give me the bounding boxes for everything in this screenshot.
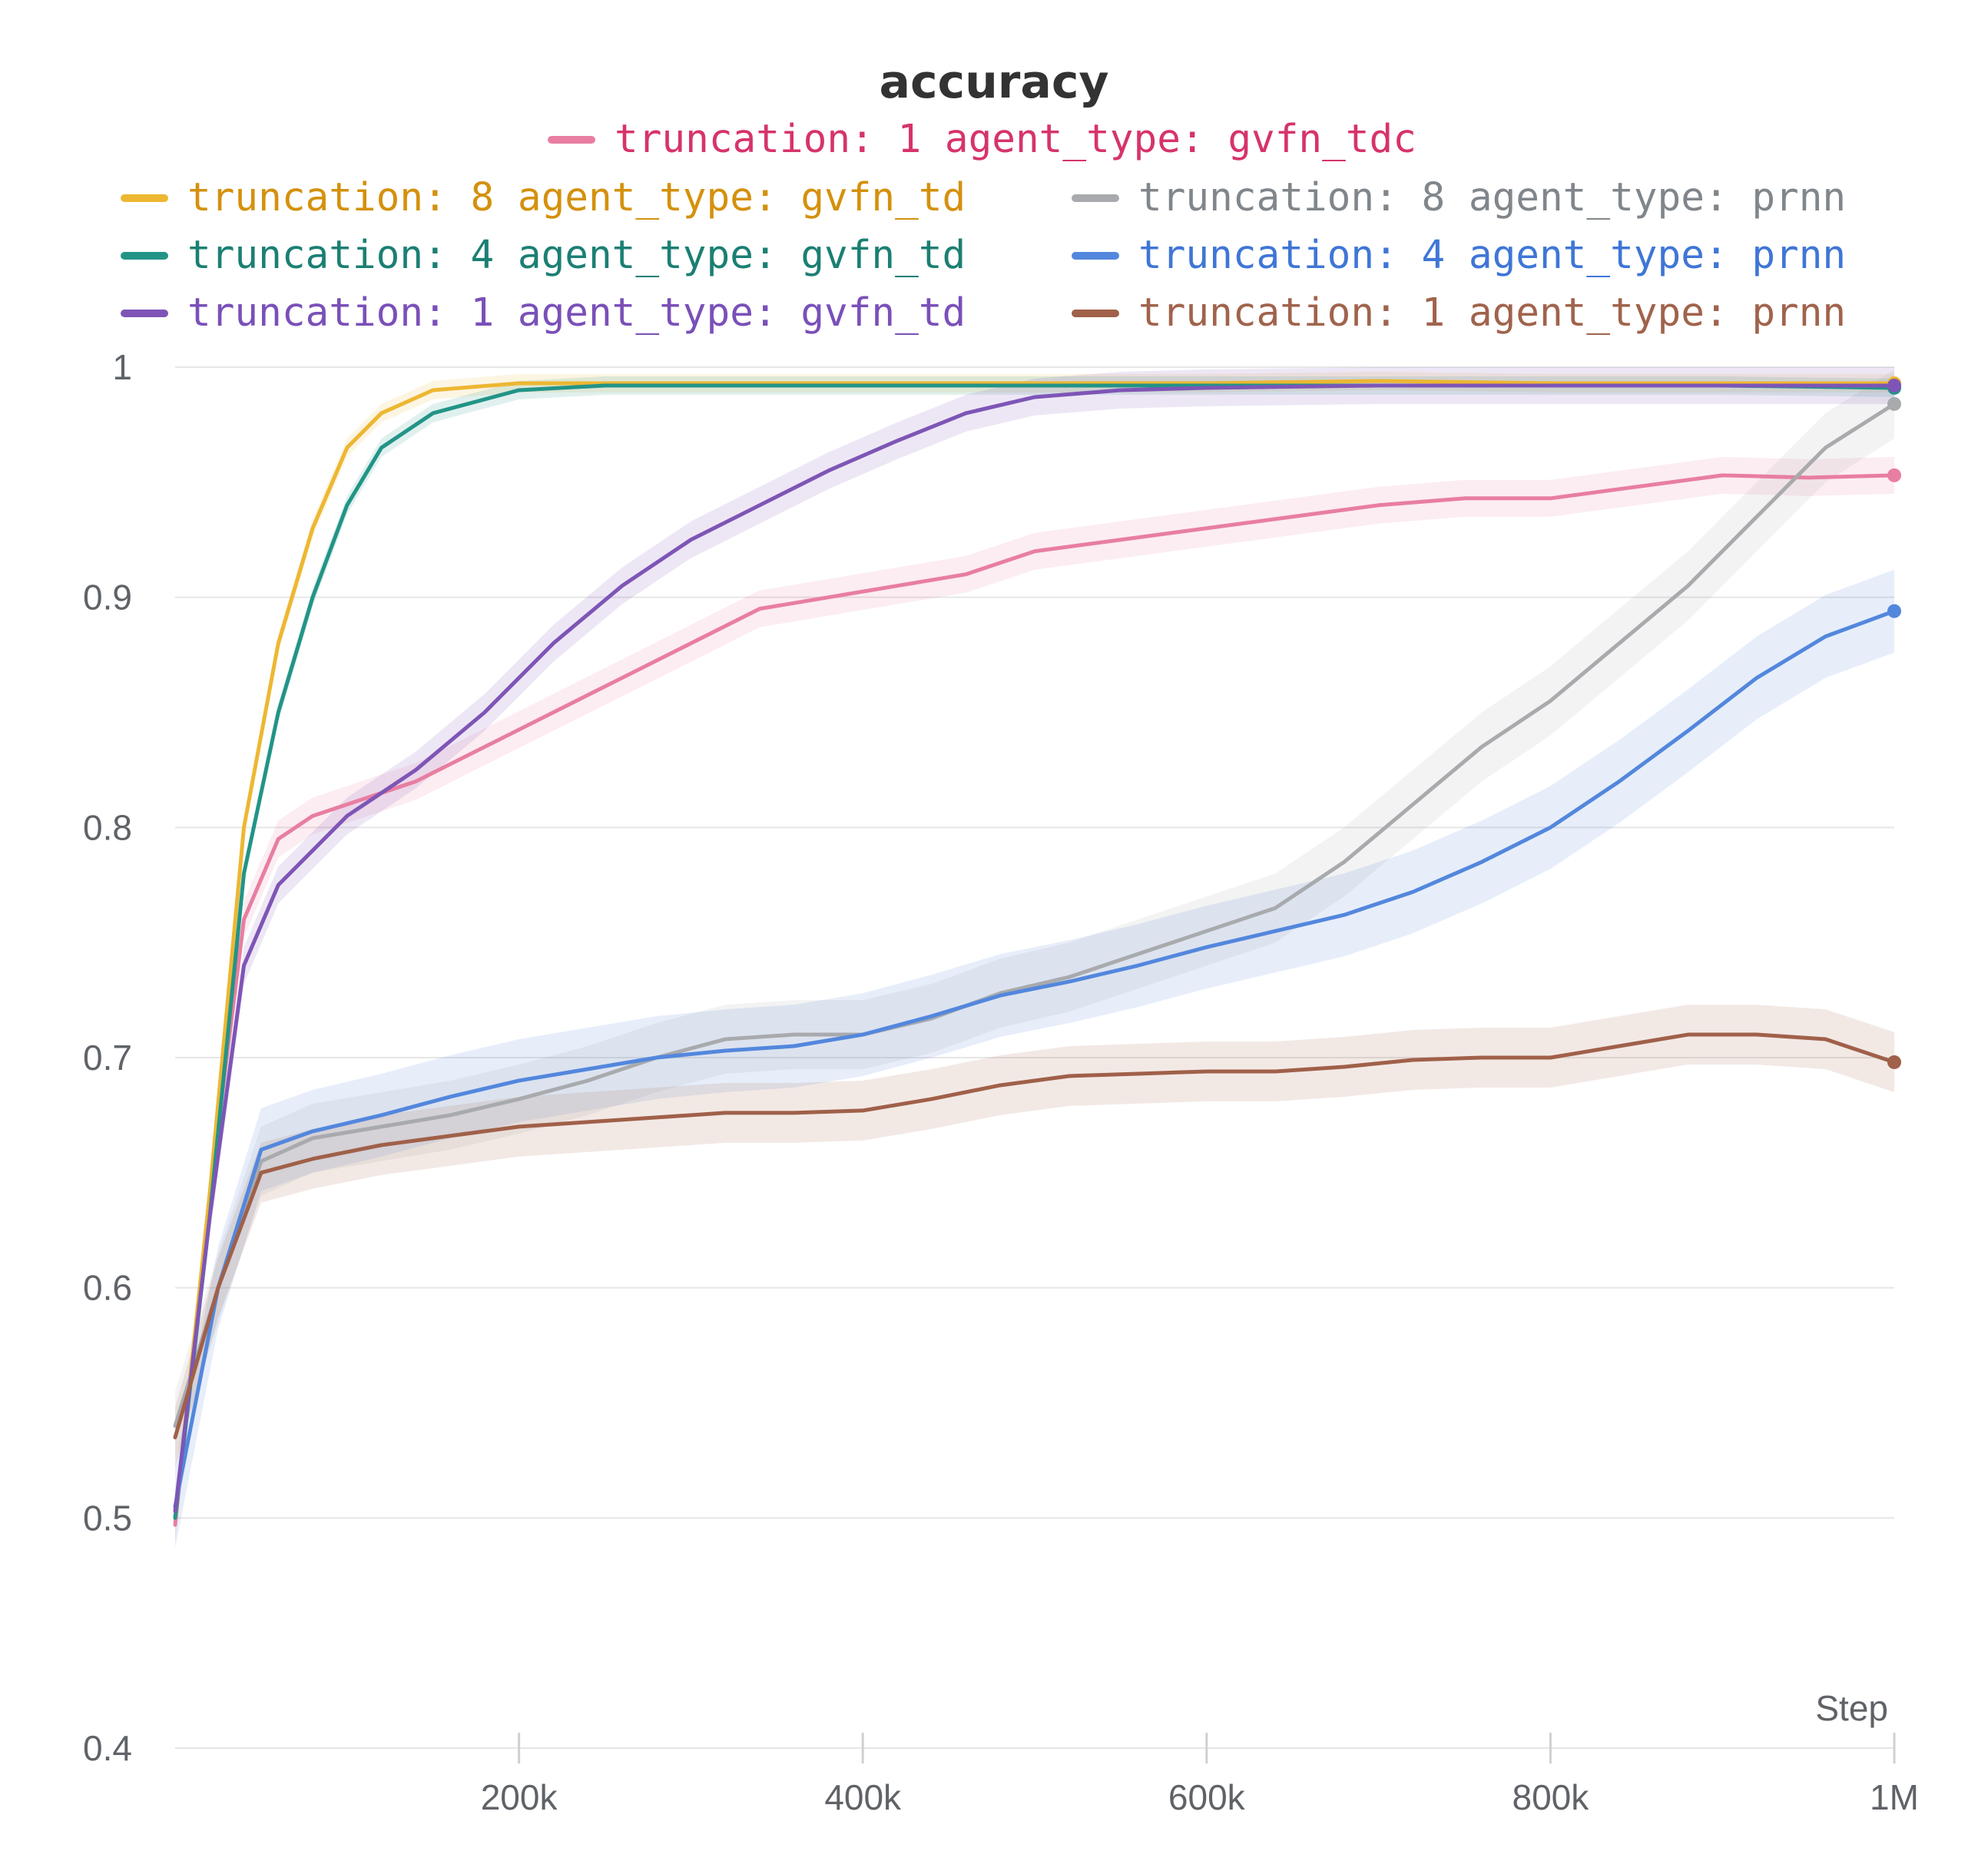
x-tick-label: 600k bbox=[1168, 1777, 1246, 1817]
legend: truncation: 1 agent_type: gvfn_tdctrunca… bbox=[121, 117, 1846, 336]
legend-label: truncation: 8 agent_type: gvfn_td bbox=[187, 175, 966, 220]
x-axis-ticks: 200k 400k 600k 800k 1M bbox=[481, 1733, 1919, 1817]
legend-label: truncation: 1 agent_type: prnn bbox=[1138, 290, 1846, 336]
x-axis-title: Step bbox=[1815, 1688, 1888, 1728]
y-tick-label: 0.6 bbox=[83, 1268, 132, 1308]
series-lines bbox=[173, 379, 1897, 1527]
series-end-dot bbox=[1887, 1055, 1901, 1069]
confidence-bands bbox=[175, 367, 1894, 1548]
series-line bbox=[173, 609, 1897, 1508]
gridlines bbox=[175, 366, 1894, 1749]
chart-title: accuracy bbox=[879, 55, 1108, 109]
y-tick-label: 1 bbox=[112, 347, 132, 387]
x-tick-label: 200k bbox=[481, 1777, 558, 1817]
series-line bbox=[173, 1032, 1897, 1439]
x-tick-label: 400k bbox=[824, 1777, 902, 1817]
y-tick-label: 0.5 bbox=[83, 1498, 132, 1538]
series-line bbox=[173, 402, 1897, 1428]
series-line bbox=[173, 383, 1897, 1513]
series-end-dot bbox=[1887, 378, 1901, 392]
x-tick-label: 800k bbox=[1513, 1777, 1590, 1817]
series-line bbox=[173, 379, 1897, 1520]
legend-label: truncation: 1 agent_type: gvfn_td bbox=[187, 290, 966, 336]
legend-label: truncation: 8 agent_type: prnn bbox=[1138, 175, 1846, 220]
x-tick-label: 1M bbox=[1870, 1777, 1919, 1817]
y-axis-ticks: 0.4 0.5 0.6 0.7 0.8 0.9 1 bbox=[83, 347, 132, 1768]
series-end-dot bbox=[1887, 468, 1901, 482]
y-tick-label: 0.9 bbox=[83, 578, 132, 618]
legend-label: truncation: 1 agent_type: gvfn_tdc bbox=[615, 117, 1416, 162]
series-end-markers bbox=[1887, 376, 1901, 1069]
series-line bbox=[173, 473, 1897, 1527]
y-tick-label: 0.8 bbox=[83, 807, 132, 847]
series-band bbox=[175, 569, 1894, 1548]
series-end-dot bbox=[1887, 604, 1901, 618]
legend-label: truncation: 4 agent_type: prnn bbox=[1138, 233, 1846, 278]
legend-label: truncation: 4 agent_type: gvfn_td bbox=[187, 233, 966, 278]
y-tick-label: 0.7 bbox=[83, 1038, 132, 1078]
y-tick-label: 0.4 bbox=[83, 1728, 132, 1768]
series-end-dot bbox=[1887, 396, 1901, 411]
